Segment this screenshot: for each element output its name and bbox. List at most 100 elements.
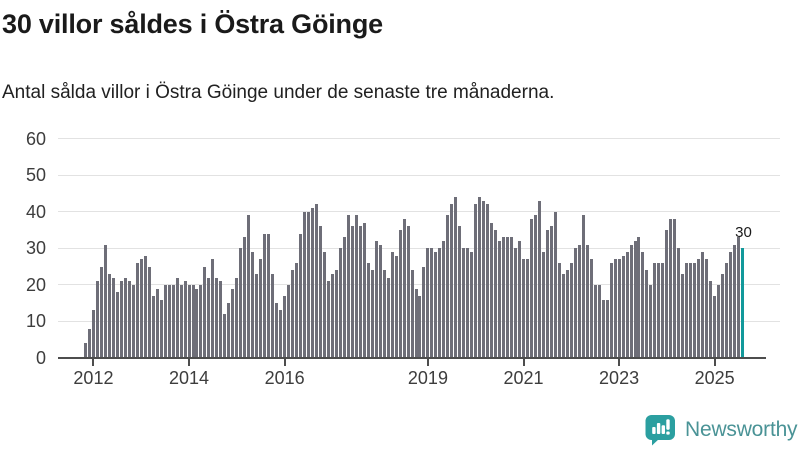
x-axis-tick bbox=[426, 359, 429, 366]
bar bbox=[585, 244, 589, 358]
bar bbox=[239, 248, 243, 358]
bar bbox=[303, 211, 306, 358]
x-axis-tick-label: 2025 bbox=[694, 368, 735, 388]
bar bbox=[410, 270, 414, 358]
bar bbox=[693, 262, 697, 358]
bar bbox=[155, 288, 159, 358]
bar bbox=[203, 266, 207, 358]
bar bbox=[621, 255, 625, 358]
bar bbox=[589, 259, 593, 358]
bar bbox=[462, 248, 466, 358]
x-axis-tick bbox=[188, 359, 191, 366]
x-axis-tick bbox=[618, 359, 621, 366]
bar bbox=[87, 328, 91, 358]
bar bbox=[131, 284, 135, 358]
bar bbox=[338, 248, 342, 358]
bar bbox=[318, 226, 322, 358]
bar bbox=[569, 262, 573, 358]
gridline bbox=[58, 284, 780, 286]
bar bbox=[529, 219, 533, 358]
bar bbox=[514, 248, 518, 358]
bar bbox=[733, 244, 737, 358]
bar bbox=[306, 211, 310, 358]
newsworthy-logo: Newsworthy bbox=[645, 414, 798, 446]
bar bbox=[326, 281, 330, 358]
x-axis-tick-label: 2021 bbox=[503, 368, 544, 388]
bar bbox=[561, 273, 565, 358]
bar bbox=[557, 262, 561, 358]
bar bbox=[446, 215, 450, 358]
bar bbox=[219, 281, 223, 358]
bar bbox=[577, 244, 581, 358]
bar bbox=[713, 295, 717, 358]
bar bbox=[633, 241, 637, 358]
bar bbox=[322, 252, 326, 358]
bar bbox=[637, 237, 641, 358]
bar bbox=[107, 273, 111, 358]
x-axis-tick-label: 2019 bbox=[407, 368, 448, 388]
bar bbox=[84, 343, 87, 358]
bar bbox=[151, 295, 155, 358]
x-axis-tick bbox=[522, 359, 525, 366]
bar bbox=[613, 259, 617, 358]
bar bbox=[673, 219, 677, 358]
y-axis-tick-label: 30 bbox=[25, 238, 46, 259]
bar bbox=[334, 270, 338, 358]
bar bbox=[171, 284, 175, 358]
y-axis-tick-label: 20 bbox=[25, 274, 46, 295]
gridline bbox=[58, 174, 780, 176]
bar bbox=[406, 226, 410, 358]
bar bbox=[291, 270, 295, 358]
bar bbox=[434, 252, 438, 358]
bar bbox=[167, 284, 171, 358]
x-axis-tick-label: 2023 bbox=[599, 368, 640, 388]
bar bbox=[645, 270, 649, 358]
bar bbox=[243, 237, 247, 358]
bar bbox=[478, 197, 482, 358]
bar bbox=[402, 219, 406, 358]
bar bbox=[681, 273, 685, 358]
bar bbox=[183, 281, 187, 358]
chart-header: 30 villor såldes i Östra Göinge bbox=[2, 8, 798, 40]
y-axis-tick-label: 50 bbox=[25, 165, 46, 186]
x-axis-line bbox=[58, 357, 766, 359]
bar bbox=[717, 284, 721, 358]
bar bbox=[593, 284, 597, 358]
bar bbox=[474, 204, 478, 358]
bar bbox=[506, 237, 510, 358]
bar bbox=[537, 200, 541, 358]
gridline bbox=[58, 247, 780, 249]
bar bbox=[721, 273, 725, 358]
bar bbox=[271, 273, 275, 358]
bar bbox=[310, 208, 314, 358]
y-axis-tick-label: 0 bbox=[35, 348, 46, 368]
gridline bbox=[58, 211, 780, 213]
bar bbox=[99, 266, 103, 358]
bar bbox=[279, 310, 283, 358]
bar bbox=[370, 270, 374, 358]
bar bbox=[629, 244, 633, 358]
bar bbox=[729, 252, 733, 358]
bar bbox=[418, 295, 422, 358]
bar bbox=[199, 284, 203, 358]
bar bbox=[689, 262, 693, 358]
x-axis-tick-label: 2012 bbox=[73, 368, 114, 388]
bar bbox=[103, 244, 107, 358]
bar bbox=[259, 259, 263, 358]
bar bbox=[482, 200, 486, 358]
bar bbox=[422, 266, 426, 358]
bar bbox=[498, 241, 502, 358]
bar bbox=[283, 295, 287, 358]
gridline bbox=[58, 138, 780, 140]
page-subtitle: Antal sålda villor i Östra Göinge under … bbox=[2, 82, 555, 103]
bar bbox=[669, 219, 673, 358]
bar bbox=[211, 259, 215, 358]
highlighted-bar bbox=[741, 248, 745, 358]
bar bbox=[709, 281, 713, 358]
bar bbox=[502, 237, 506, 358]
bar bbox=[119, 281, 123, 358]
x-axis-tick bbox=[92, 359, 95, 366]
bar bbox=[247, 215, 251, 358]
bar bbox=[263, 233, 267, 358]
x-axis-tick-label: 2016 bbox=[264, 368, 305, 388]
